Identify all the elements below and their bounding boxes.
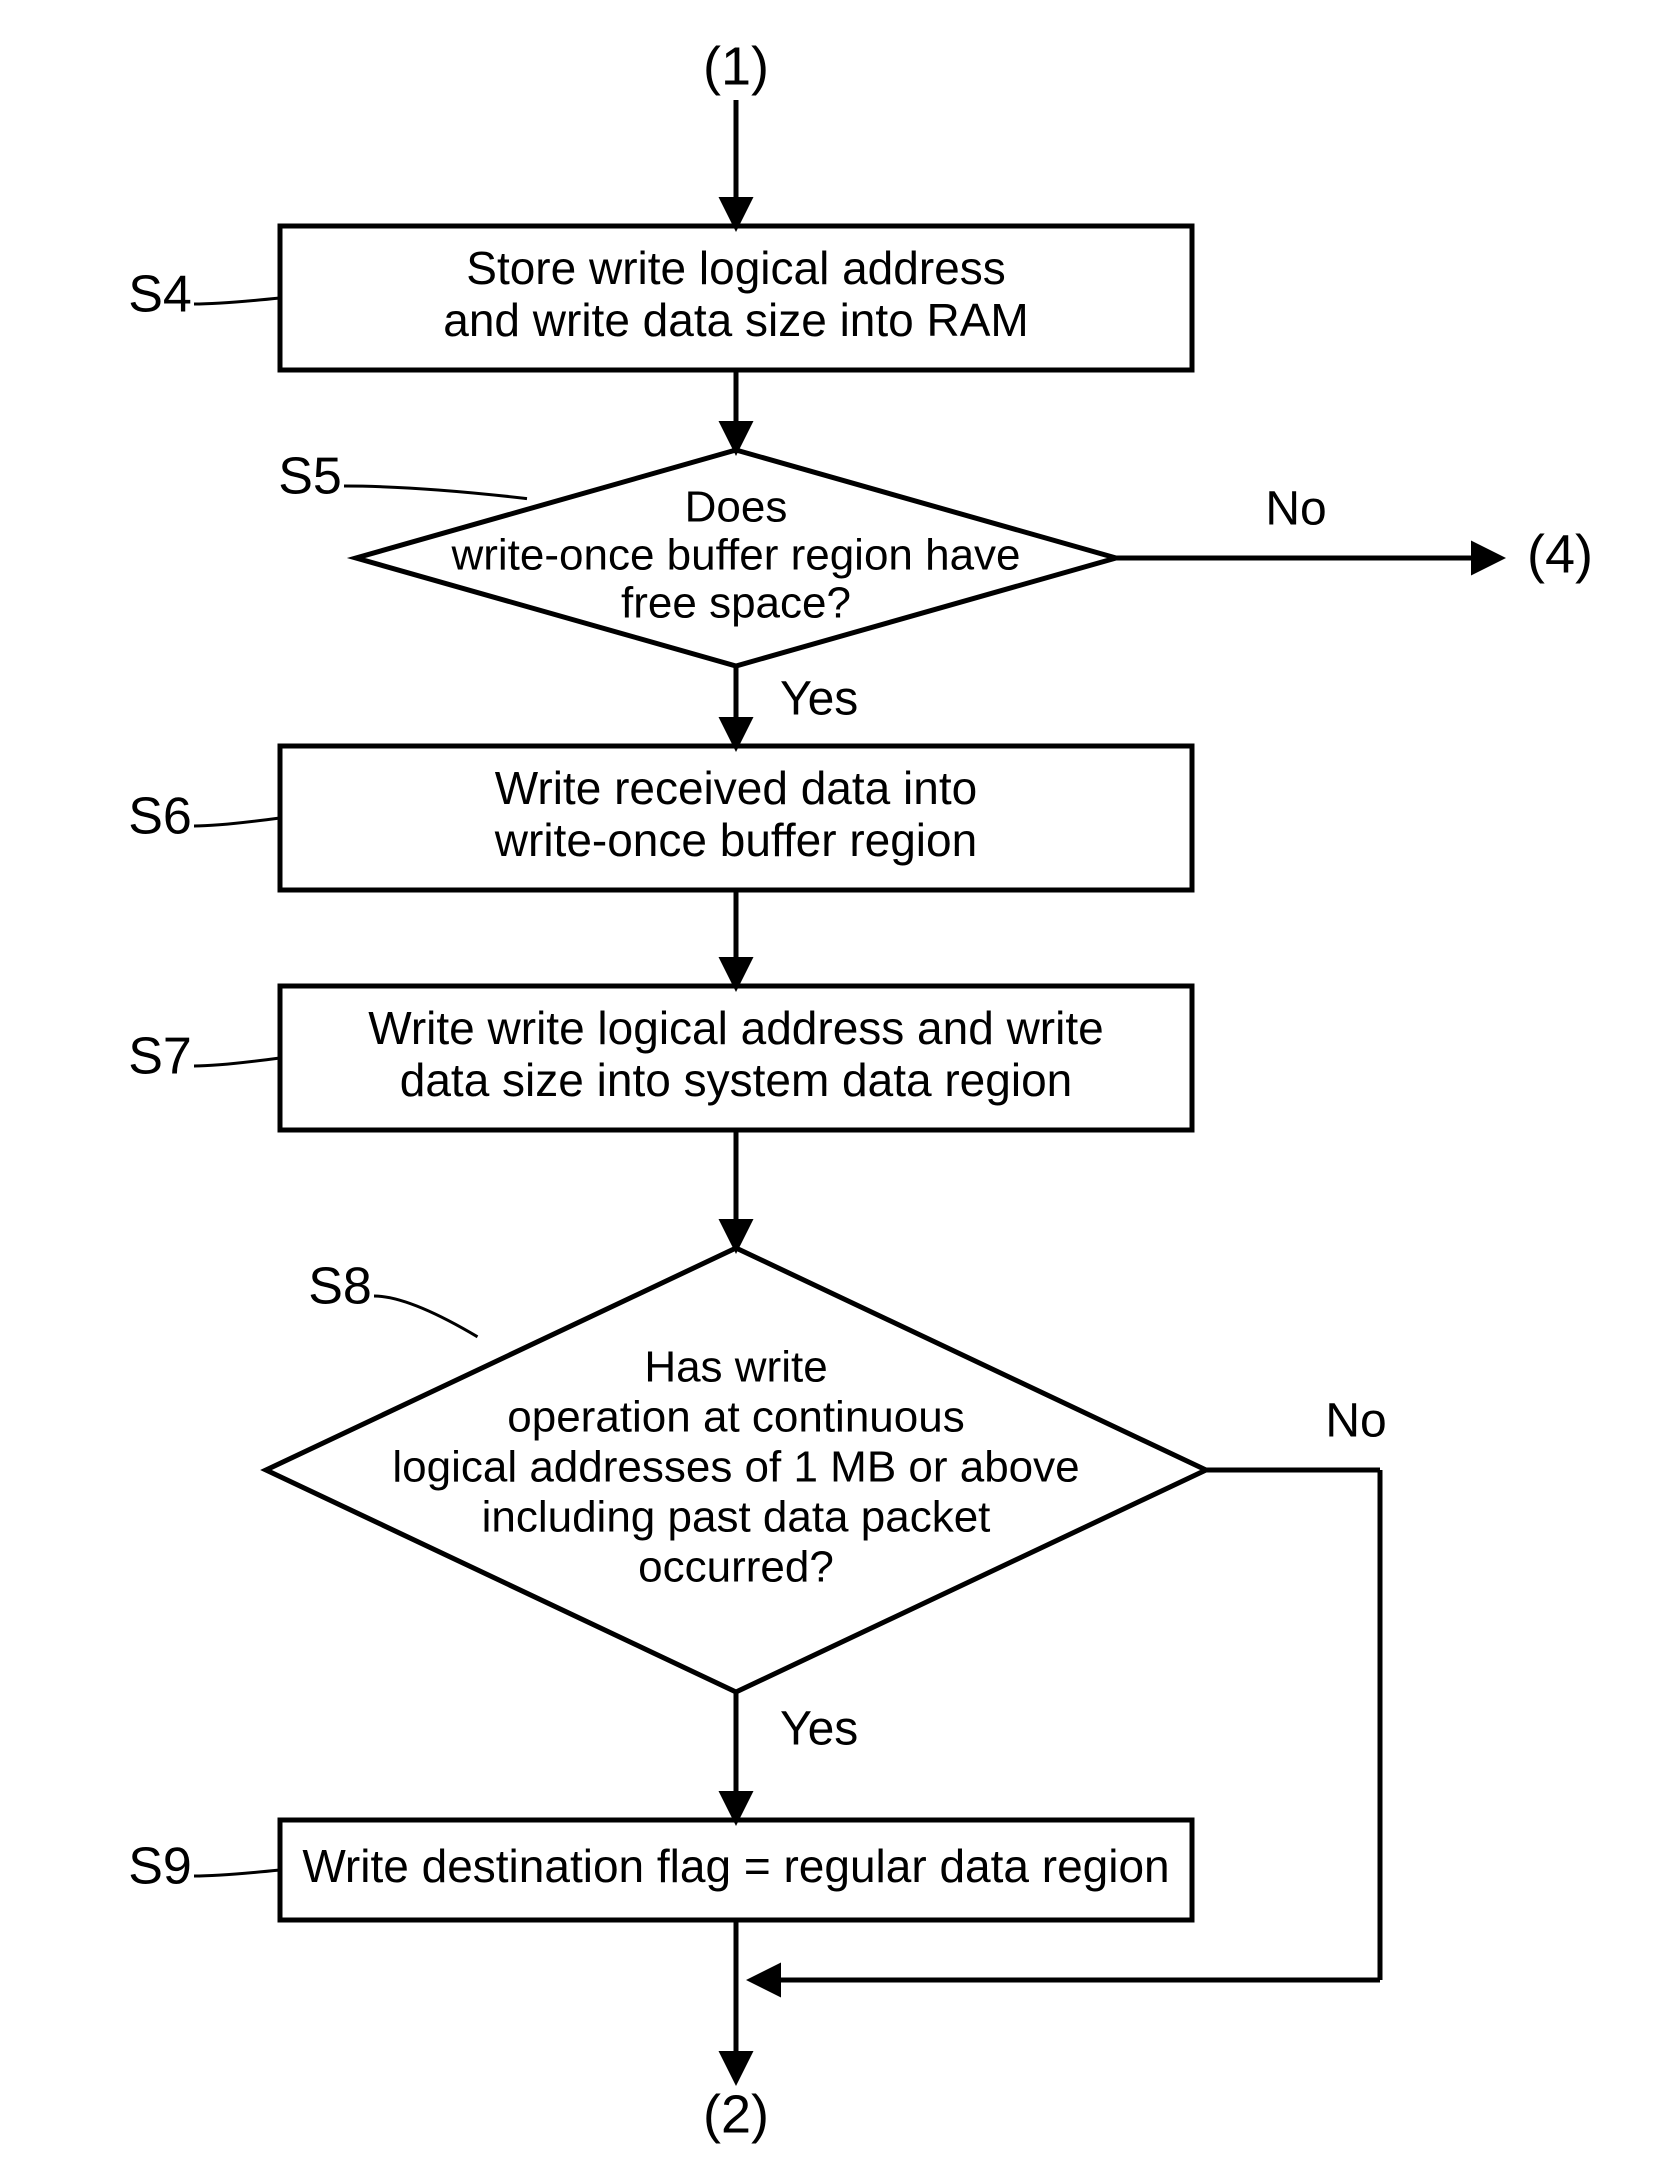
svg-text:No: No [1325,1395,1386,1448]
svg-text:S7: S7 [128,1028,192,1086]
svg-text:Yes: Yes [780,673,858,726]
svg-text:(4): (4) [1527,524,1593,584]
svg-text:Write received data into: Write received data into [495,762,977,814]
svg-text:free space?: free space? [621,579,851,628]
svg-text:S6: S6 [128,788,192,846]
svg-text:write-once buffer region: write-once buffer region [494,814,977,866]
svg-text:No: No [1265,483,1326,536]
svg-text:operation at continuous: operation at continuous [507,1393,964,1442]
svg-text:Has write: Has write [644,1343,827,1392]
svg-text:S5: S5 [278,448,342,506]
svg-text:write-once buffer region have: write-once buffer region have [450,531,1020,580]
svg-text:S4: S4 [128,266,192,324]
svg-text:Does: Does [685,483,788,532]
svg-text:and write data size into RAM: and write data size into RAM [443,294,1029,346]
svg-text:(2): (2) [703,2084,769,2144]
svg-text:Store write logical address: Store write logical address [466,242,1005,294]
svg-text:S8: S8 [308,1258,372,1316]
svg-text:data size into system data reg: data size into system data region [400,1054,1072,1106]
svg-text:S9: S9 [128,1838,192,1896]
svg-text:including past data packet: including past data packet [482,1493,991,1542]
svg-text:occurred?: occurred? [638,1543,834,1592]
svg-text:Yes: Yes [780,1703,858,1756]
svg-text:logical addresses of 1 MB or a: logical addresses of 1 MB or above [392,1443,1079,1492]
svg-text:(1): (1) [703,36,769,96]
svg-text:Write destination flag = regul: Write destination flag = regular data re… [302,1840,1169,1892]
svg-text:Write write logical address an: Write write logical address and write [368,1002,1103,1054]
